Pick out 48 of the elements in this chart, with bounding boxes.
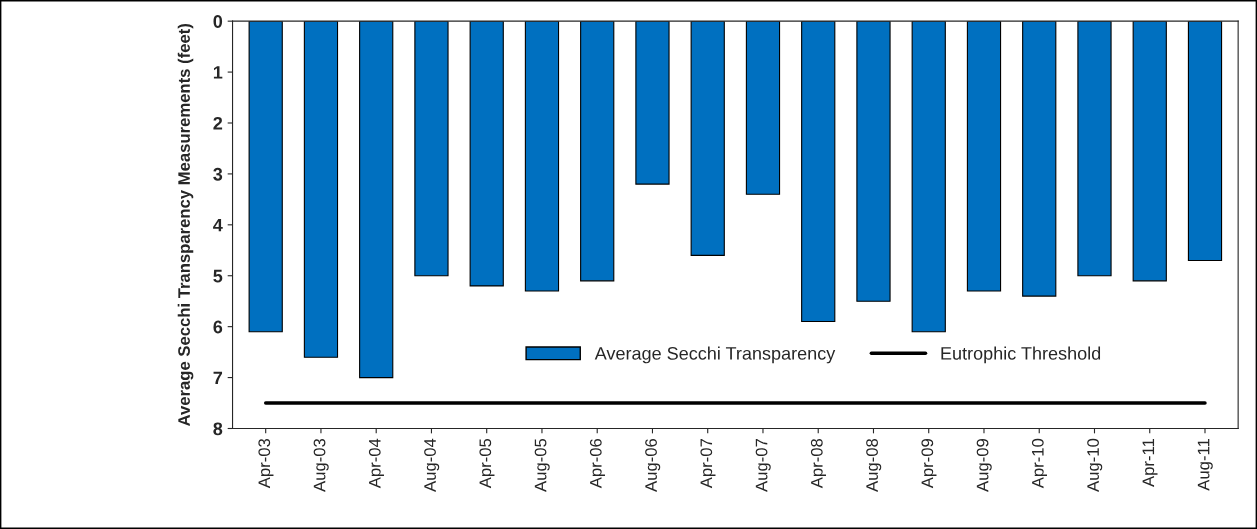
bar — [469, 21, 504, 287]
bar — [359, 21, 394, 379]
bar — [856, 21, 891, 302]
y-tick-label: 3 — [213, 167, 223, 181]
x-tick-label: Apr-09 — [921, 439, 937, 489]
y-tick-label: 2 — [213, 116, 223, 130]
x-tick-label: Aug-06 — [645, 438, 661, 492]
bar — [690, 21, 725, 256]
bar — [966, 21, 1002, 292]
bar — [1187, 21, 1223, 262]
x-tick-label: Aug-07 — [755, 439, 771, 492]
legend-label: Average Secchi Transparency — [594, 346, 836, 364]
x-tick-label: Aug-09 — [976, 439, 992, 492]
y-tick-label: 4 — [213, 218, 223, 232]
bar — [248, 21, 283, 333]
bar — [1022, 21, 1057, 297]
x-tick-label: Aug-10 — [1087, 438, 1103, 492]
x-tick-label: Apr-11 — [1142, 439, 1158, 487]
bar — [1132, 21, 1167, 282]
x-tick-label: Aug-08 — [866, 438, 882, 492]
bar — [635, 21, 670, 185]
y-tick-label: 5 — [213, 269, 223, 283]
y-tick-label: 8 — [213, 422, 223, 436]
x-tick-label: Aug-03 — [313, 438, 329, 492]
x-tick-label: Aug-11 — [1197, 439, 1213, 491]
x-tick-label: Apr-07 — [700, 439, 716, 489]
bar — [580, 21, 615, 282]
y-tick-label: 6 — [213, 320, 223, 334]
x-tick-label: Apr-08 — [810, 438, 826, 489]
bar — [745, 21, 781, 195]
bar — [801, 21, 836, 323]
x-tick-label: Aug-05 — [534, 438, 550, 492]
bar — [303, 21, 339, 358]
y-tick-label: 7 — [213, 371, 223, 385]
y-axis-title: Average Secchi Transparency Measurements (feet) — [177, 24, 194, 427]
x-tick-label: Apr-05 — [479, 438, 495, 489]
legend-label: Eutrophic Threshold — [941, 346, 1101, 364]
x-tick-label: Apr-03 — [258, 438, 274, 489]
x-tick-label: Aug-04 — [424, 438, 440, 492]
y-tick-label: 0 — [213, 15, 223, 28]
bar — [524, 21, 560, 292]
x-tick-label: Apr-06 — [589, 438, 605, 489]
bar — [414, 21, 449, 277]
x-tick-label: Apr-04 — [368, 438, 384, 489]
x-tick-label: Apr-10 — [1031, 438, 1047, 489]
bar — [911, 21, 946, 333]
bar — [1077, 21, 1112, 277]
y-tick-label: 1 — [213, 66, 223, 79]
